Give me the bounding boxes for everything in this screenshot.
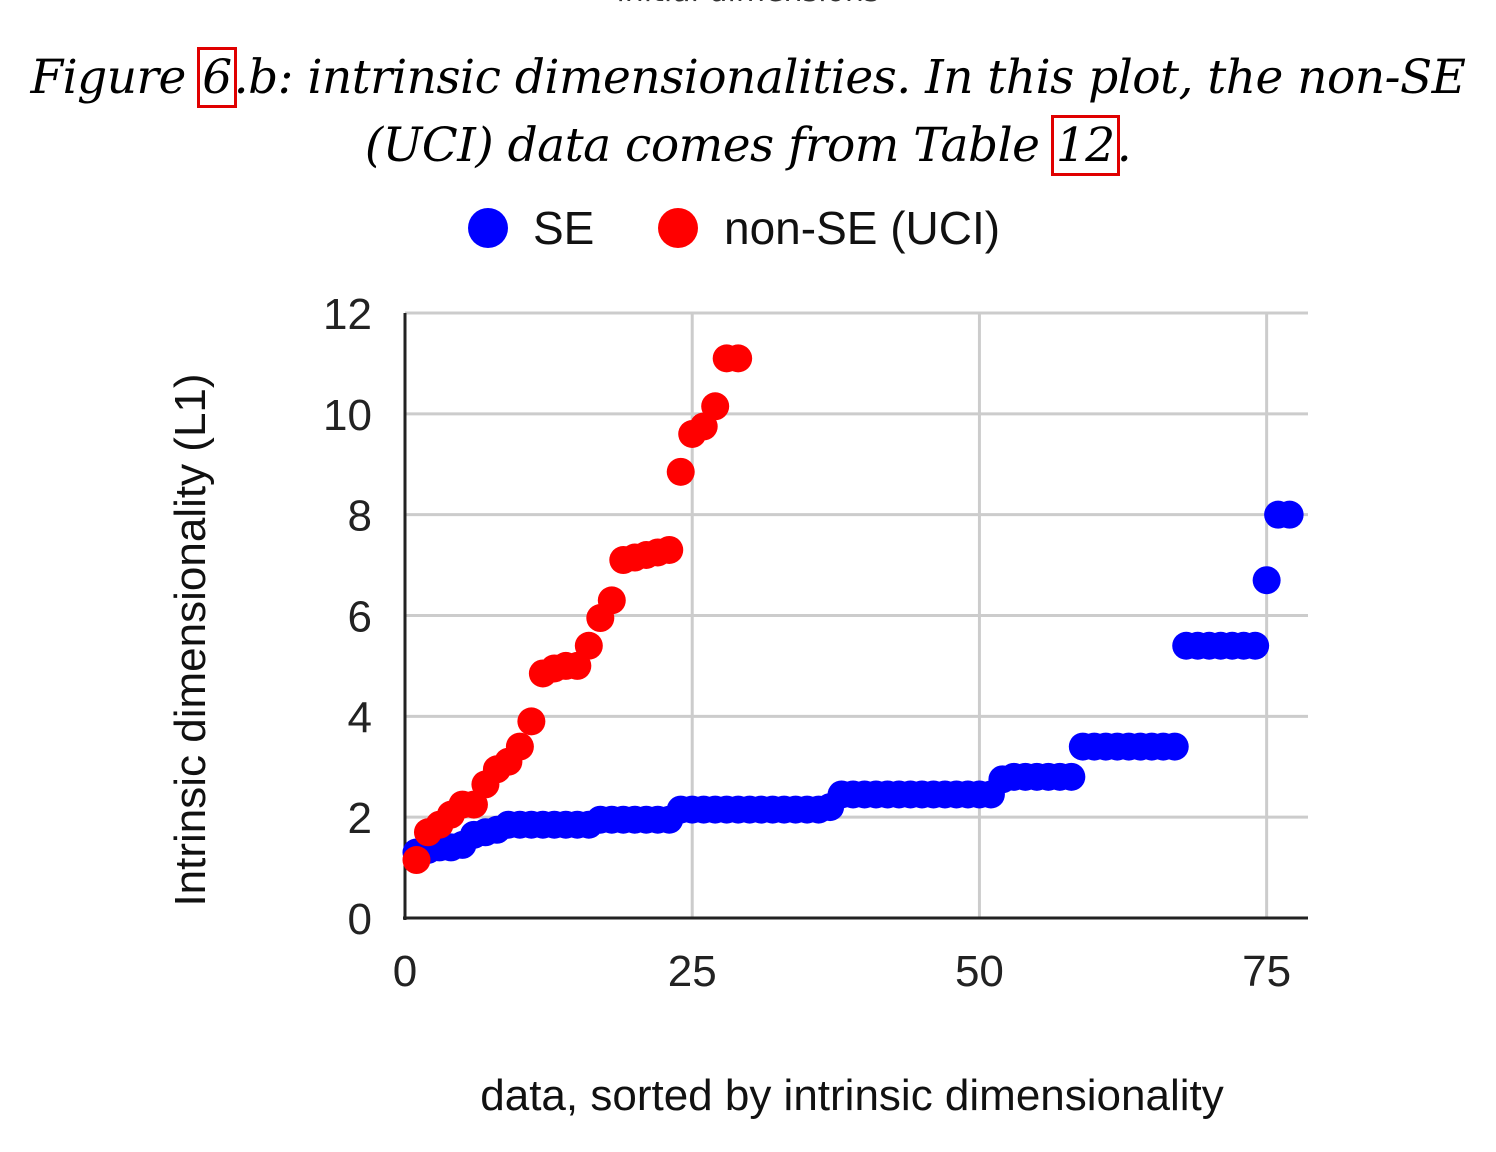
legend: SE non-SE (UCI) xyxy=(468,202,1000,254)
data-point xyxy=(597,586,626,615)
legend-marker xyxy=(658,208,698,248)
y-tick-label: 12 xyxy=(323,290,372,339)
figure-reference-link[interactable]: 6 xyxy=(197,47,237,108)
x-tick-label: 0 xyxy=(393,947,417,996)
y-tick-label: 0 xyxy=(348,895,372,944)
data-point xyxy=(574,631,603,660)
data-point xyxy=(402,846,431,875)
grid-lines xyxy=(405,311,1308,918)
data-point xyxy=(701,392,730,421)
figure-caption: Figure 6.b: intrinsic dimensionalities. … xyxy=(0,44,1496,180)
data-point xyxy=(517,707,546,736)
caption-text-3: (UCI) data comes from Table xyxy=(364,118,1054,173)
data-point xyxy=(1252,566,1281,595)
data-point xyxy=(1160,732,1189,761)
legend-label: non-SE (UCI) xyxy=(724,202,1000,254)
series-se xyxy=(402,500,1304,867)
y-tick-label: 4 xyxy=(348,693,372,742)
series-non-se-uci xyxy=(402,344,753,875)
cut-off-figure-label: initial dimensions xyxy=(0,0,1496,9)
y-tick-label: 2 xyxy=(348,794,372,843)
caption-text-1: Figure xyxy=(30,50,201,105)
legend-label: SE xyxy=(533,202,594,254)
data-points xyxy=(402,344,1304,875)
axes xyxy=(403,313,1308,920)
tick-labels: 0 2 4 6 8 10 12 0 25 50 75 xyxy=(323,290,1291,996)
data-point xyxy=(1057,762,1086,791)
y-axis-title: Intrinsic dimensionality (L1) xyxy=(166,373,215,906)
table-reference-link[interactable]: 12 xyxy=(1050,115,1120,176)
y-tick-label: 10 xyxy=(323,391,372,440)
y-tick-label: 6 xyxy=(348,593,372,642)
y-tick-label: 8 xyxy=(348,492,372,541)
data-point xyxy=(505,732,534,761)
x-axis-title: data, sorted by intrinsic dimensionality xyxy=(480,1071,1223,1120)
data-point xyxy=(666,457,695,486)
legend-marker xyxy=(468,208,508,248)
data-point xyxy=(1275,500,1304,529)
caption-text-2: .b: intrinsic dimensionalities. In this … xyxy=(233,50,1466,105)
x-tick-label: 25 xyxy=(668,947,717,996)
data-point xyxy=(724,344,753,373)
caption-text-4: . xyxy=(1116,118,1132,173)
data-point xyxy=(1241,631,1270,660)
x-tick-label: 50 xyxy=(955,947,1004,996)
data-point xyxy=(655,535,684,564)
x-tick-label: 75 xyxy=(1242,947,1291,996)
